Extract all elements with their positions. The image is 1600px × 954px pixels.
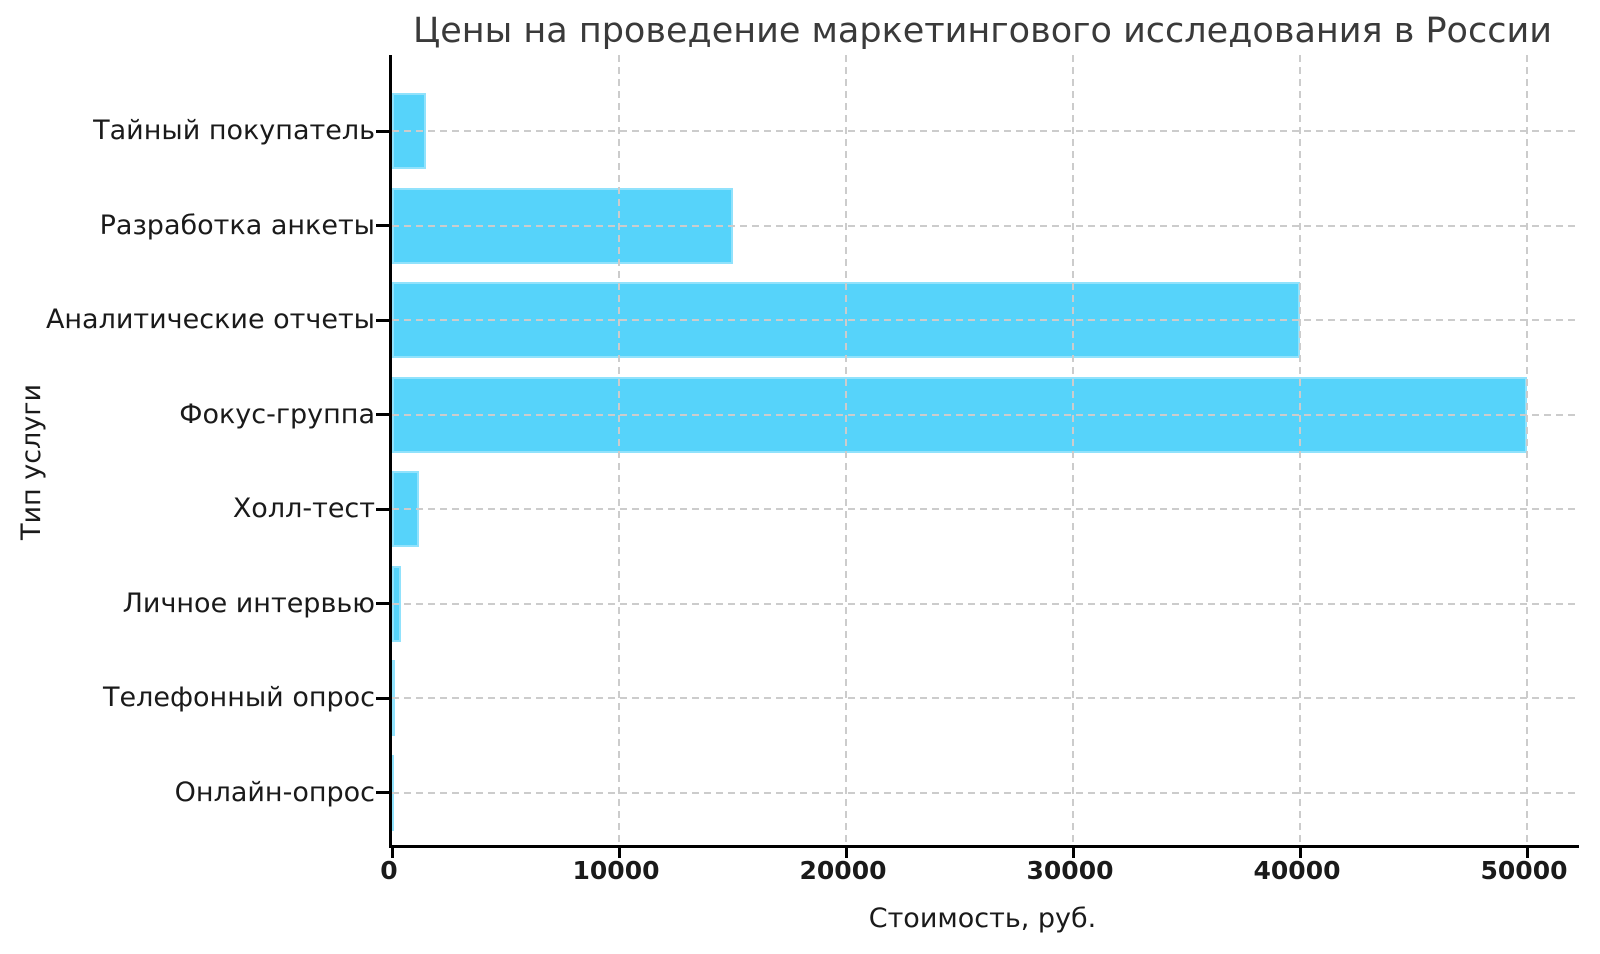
- y-tick-mark: [376, 791, 389, 795]
- chart-title: Цены на проведение маркетингового исслед…: [413, 11, 1552, 51]
- horizontal-gridline: [392, 413, 1579, 416]
- x-axis-label: Стоимость, руб.: [868, 903, 1097, 934]
- x-tick-mark: [844, 848, 848, 858]
- y-tick-label: Тайный покупатель: [93, 115, 375, 146]
- vertical-gridline: [1299, 55, 1301, 845]
- y-tick-mark: [376, 318, 389, 322]
- horizontal-gridline: [392, 130, 1579, 132]
- horizontal-gridline: [392, 602, 1579, 605]
- x-tick-label: 0: [380, 856, 398, 885]
- x-tick-label: 50000: [1480, 856, 1568, 885]
- y-tick-label: Аналитические отчеты: [45, 304, 375, 336]
- x-tick-mark: [1525, 848, 1529, 858]
- horizontal-gridline: [392, 508, 1579, 511]
- x-tick-label: 30000: [1026, 856, 1114, 885]
- x-tick-mark: [1071, 848, 1075, 858]
- horizontal-gridline: [392, 697, 1579, 700]
- x-tick-label: 40000: [1253, 856, 1341, 885]
- y-tick-mark: [376, 507, 389, 511]
- y-tick-mark: [376, 602, 389, 606]
- x-tick-mark: [1298, 848, 1302, 858]
- vertical-gridline: [1072, 55, 1074, 845]
- vertical-gridline: [618, 55, 620, 845]
- vertical-gridline: [1526, 55, 1528, 845]
- y-tick-label: Личное интервью: [122, 587, 375, 619]
- x-tick-label: 10000: [572, 856, 660, 885]
- horizontal-gridline: [392, 791, 1579, 794]
- plot-area: [376, 55, 1579, 858]
- x-tick-mark: [390, 848, 394, 858]
- y-tick-mark: [376, 129, 389, 133]
- y-tick-label: Телефонный опрос: [102, 682, 375, 714]
- y-tick-label: Разработка анкеты: [99, 209, 375, 241]
- y-tick-label: Холл-тест: [232, 493, 375, 525]
- y-tick-mark: [376, 696, 389, 700]
- horizontal-gridline: [392, 224, 1579, 227]
- vertical-gridline: [845, 55, 847, 845]
- y-tick-label: Онлайн-опрос: [174, 776, 375, 808]
- x-tick-mark: [617, 848, 621, 858]
- y-tick-mark: [376, 413, 389, 417]
- y-tick-mark: [376, 224, 389, 228]
- y-tick-label: Фокус-группа: [179, 398, 375, 430]
- x-tick-label: 20000: [799, 856, 887, 885]
- y-axis-labels: Тайный покупатель Разработка анкеты Аналит…: [0, 55, 389, 845]
- horizontal-gridline: [392, 319, 1579, 322]
